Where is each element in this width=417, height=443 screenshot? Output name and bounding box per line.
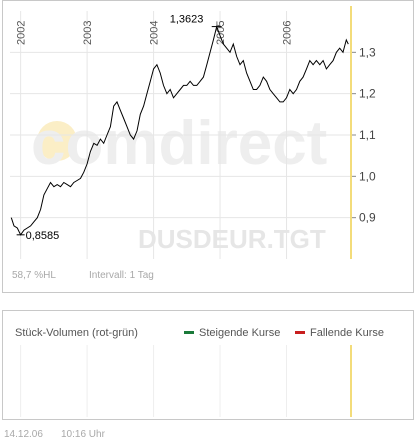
watermark-text: comdirect bbox=[31, 109, 327, 178]
min-label: 0,8585 bbox=[26, 230, 60, 242]
y-tick-label: 1,0 bbox=[359, 169, 376, 183]
x-tick-label: 2002 bbox=[16, 21, 28, 45]
price-line bbox=[10, 24, 349, 236]
watermark-dot bbox=[37, 121, 77, 161]
interval-label: Intervall: 1 Tag bbox=[89, 270, 154, 281]
price-chart-panel: comdirect 2002 2003 2004 2005 2006 0,9 1,0 1,1 1,… bbox=[2, 0, 414, 293]
legend-falling-label: Fallende Kurse bbox=[310, 327, 384, 339]
legend-falling: Fallende Kurse bbox=[295, 327, 384, 339]
y-tick-label: 1,1 bbox=[359, 128, 376, 142]
legend-falling-swatch bbox=[295, 330, 305, 334]
x-tick-label: 2004 bbox=[149, 21, 161, 45]
y-tick-label: 1,3 bbox=[359, 45, 376, 59]
volume-title: Stück-Volumen (rot-grün) bbox=[15, 327, 138, 339]
performance-label: 58,7 %HL bbox=[12, 270, 56, 281]
volume-panel: Stück-Volumen (rot-grün) Steigende Kurse… bbox=[2, 310, 414, 420]
volume-chart bbox=[20, 345, 352, 417]
max-label: 1,3623 bbox=[170, 14, 204, 26]
y-tick-label: 1,2 bbox=[359, 87, 376, 101]
legend-rising-label: Steigende Kurse bbox=[199, 327, 281, 339]
date-label: 14.12.06 bbox=[4, 429, 43, 440]
x-tick-label: 2003 bbox=[82, 21, 94, 45]
price-chart: comdirect 2002 2003 2004 2005 2006 0,9 1,0 1,1 1,… bbox=[10, 6, 376, 259]
x-tick-label: 2005 bbox=[215, 21, 227, 45]
legend-rising: Steigende Kurse bbox=[184, 327, 280, 339]
time-label: 10:16 Uhr bbox=[61, 429, 105, 440]
legend-rising-swatch bbox=[184, 330, 194, 334]
symbol-watermark: DUSDEUR.TGT bbox=[138, 224, 326, 254]
y-tick-label: 0,9 bbox=[359, 211, 376, 225]
x-tick-label: 2006 bbox=[282, 21, 294, 45]
